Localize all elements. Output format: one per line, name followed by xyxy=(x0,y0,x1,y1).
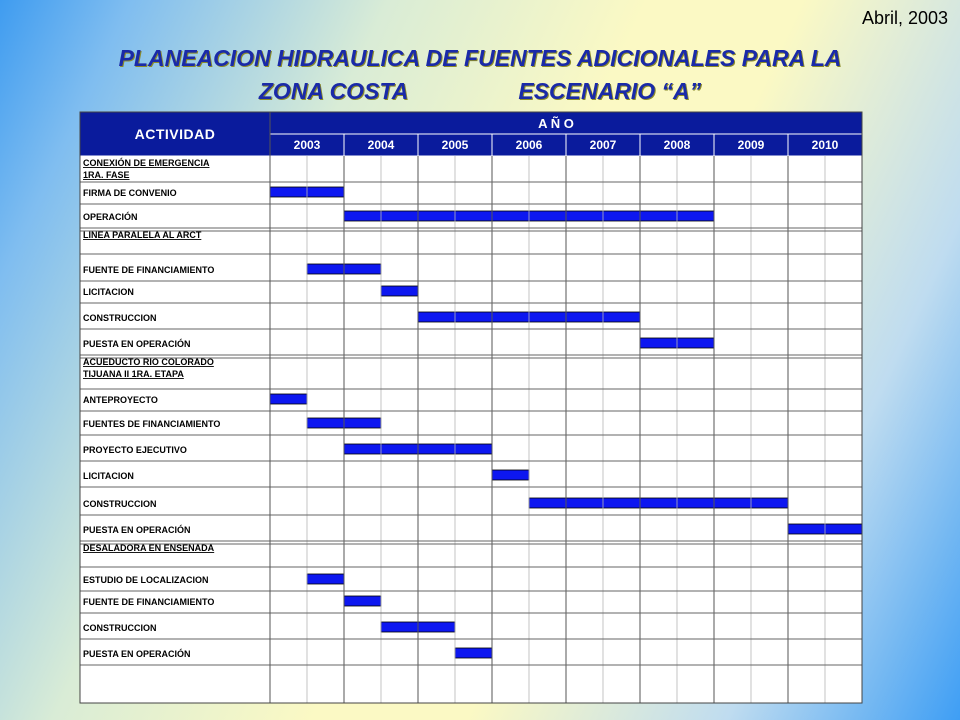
group-title: 1RA. FASE xyxy=(83,170,130,180)
task-label: FIRMA DE CONVENIO xyxy=(83,188,177,198)
group-title: ACUEDUCTO RIO COLORADO xyxy=(83,357,214,367)
group-title: DESALADORA EN ENSENADA xyxy=(83,543,215,553)
task-bar xyxy=(454,647,493,659)
group-title: TIJUANA II 1RA. ETAPA xyxy=(83,369,184,379)
task-label: CONSTRUCCION xyxy=(83,623,157,633)
task-bar xyxy=(528,497,789,509)
chart-title-line1: PLANEACION HIDRAULICA DE FUENTES ADICION… xyxy=(118,45,842,71)
task-label: LICITACION xyxy=(83,287,134,297)
year-tick-label: 2010 xyxy=(812,138,839,152)
task-label: PUESTA EN OPERACIÓN xyxy=(83,648,191,659)
year-tick-label: 2006 xyxy=(516,138,543,152)
task-label: PROYECTO EJECUTIVO xyxy=(83,445,187,455)
task-label: CONSTRUCCION xyxy=(83,499,157,509)
task-label: PUESTA EN OPERACIÓN xyxy=(83,338,191,349)
year-tick-label: 2004 xyxy=(368,138,395,152)
title-zona-costa: ZONA COSTA xyxy=(258,78,409,104)
table-body xyxy=(79,111,863,704)
year-tick-label: 2009 xyxy=(738,138,765,152)
year-tick-label: 2005 xyxy=(442,138,469,152)
year-tick-label: 2008 xyxy=(664,138,691,152)
task-bar xyxy=(491,469,530,481)
task-bar xyxy=(269,393,308,405)
title-escenario: ESCENARIO “A” xyxy=(518,78,702,104)
task-label: FUENTE DE FINANCIAMIENTO xyxy=(83,265,214,275)
task-label: PUESTA EN OPERACIÓN xyxy=(83,524,191,535)
group-title: CONEXIÓN DE EMERGENCIA xyxy=(83,157,210,168)
date-label: Abril, 2003 xyxy=(861,8,948,28)
task-label: OPERACIÓN xyxy=(83,211,138,222)
table-border xyxy=(79,111,863,704)
year-tick-label: 2007 xyxy=(590,138,617,152)
task-label: CONSTRUCCION xyxy=(83,313,157,323)
chart-title-line2: ZONA COSTA ESCENARIO “A” xyxy=(0,78,960,105)
task-label: ESTUDIO DE LOCALIZACION xyxy=(83,575,209,585)
task-bar xyxy=(343,595,382,607)
year-tick-label: 2003 xyxy=(294,138,321,152)
task-label: ANTEPROYECTO xyxy=(83,395,158,405)
task-label: FUENTES DE FINANCIAMIENTO xyxy=(83,419,220,429)
task-label: LICITACION xyxy=(83,471,134,481)
task-label: FUENTE DE FINANCIAMIENTO xyxy=(83,597,214,607)
group-title: LINEA PARALELA AL ARCT xyxy=(83,230,202,240)
header-activity-label: ACTIVIDAD xyxy=(135,126,216,142)
header-year-label: A Ñ O xyxy=(538,116,574,131)
task-bar xyxy=(380,285,419,297)
task-bar xyxy=(306,573,345,585)
